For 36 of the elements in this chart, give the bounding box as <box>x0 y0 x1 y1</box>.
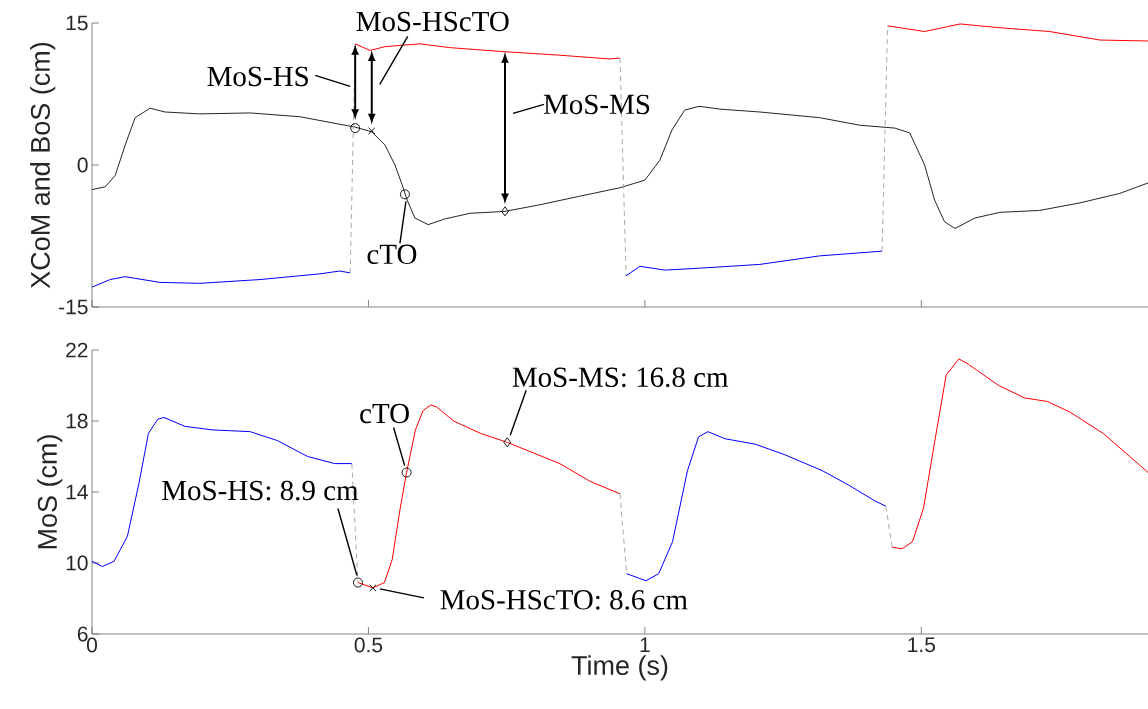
y-tick-label: 15 <box>66 15 88 31</box>
point <box>368 127 376 135</box>
point <box>350 123 361 134</box>
annotation: MoS-MS: 16.8 cm <box>512 367 729 388</box>
x-axis-title: Time (s) <box>571 655 668 681</box>
annotation: MoS-HS: 8.9 cm <box>162 480 359 501</box>
annotation: MoS-MS <box>543 94 650 115</box>
annotation: MoS-HScTO: 8.6 cm <box>440 590 688 610</box>
y-tick-label: 0 <box>77 157 88 173</box>
line-series <box>887 23 1148 42</box>
line-series <box>891 358 1148 550</box>
y-tick-label: 14 <box>66 484 88 500</box>
line-series <box>357 404 621 589</box>
y-axis-title: MoS (cm) <box>37 435 63 549</box>
annotation: MoS-HScTO <box>356 11 509 32</box>
x-tick-label: 0.5 <box>354 637 383 653</box>
y-tick-label: 6 <box>77 626 88 642</box>
annotation: MoS-HS <box>207 66 308 87</box>
y-tick-label: 18 <box>66 413 88 429</box>
x-tick-label: 1 <box>640 637 650 652</box>
x-tick-label: 1.5 <box>908 637 936 653</box>
point <box>399 189 410 200</box>
y-axis-title: XCoM and BoS (cm) <box>30 42 56 289</box>
line-series <box>91 270 351 288</box>
point <box>503 437 512 448</box>
y-tick-label: -15 <box>59 299 88 315</box>
annotation: cTO <box>360 403 409 424</box>
point <box>501 206 509 217</box>
annotation: cTO <box>367 244 417 265</box>
y-tick-label: 22 <box>66 342 88 358</box>
point <box>401 467 412 478</box>
line-series <box>625 250 883 277</box>
line-series <box>626 431 887 582</box>
point <box>369 584 377 592</box>
point <box>352 577 363 588</box>
y-tick-label: 10 <box>66 555 88 571</box>
